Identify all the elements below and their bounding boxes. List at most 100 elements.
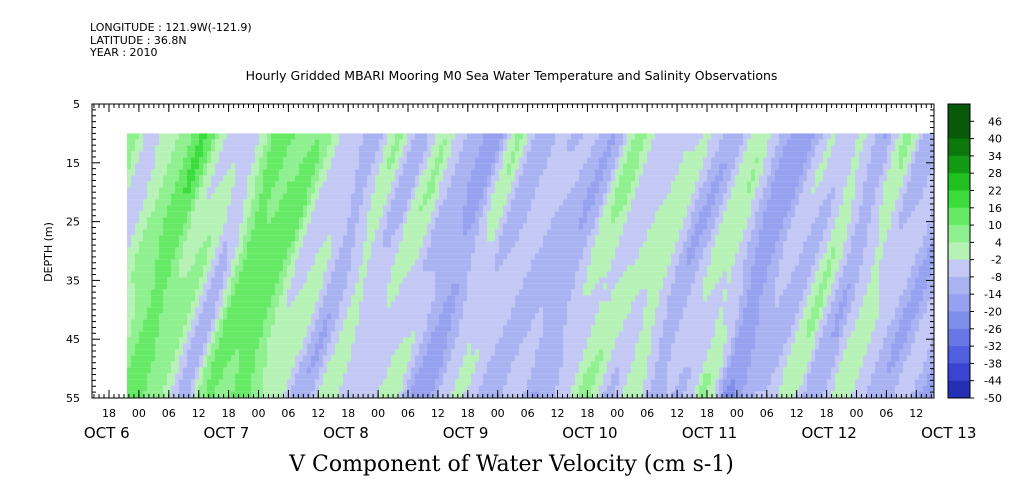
heatmap-cell (443, 283, 447, 290)
heatmap-cell (183, 349, 187, 356)
heatmap-cell (235, 145, 239, 152)
heatmap-cell (427, 343, 431, 350)
heatmap-cell (479, 181, 483, 188)
heatmap-cell (519, 367, 523, 374)
heatmap-cell (475, 295, 479, 302)
heatmap-cell (175, 247, 179, 254)
heatmap-cell (287, 391, 291, 398)
heatmap-cell (291, 349, 295, 356)
heatmap-cell (475, 157, 479, 164)
heatmap-cell (231, 283, 235, 290)
heatmap-cell (403, 367, 407, 374)
heatmap-cell (239, 133, 243, 140)
heatmap-cell (211, 175, 215, 182)
heatmap-cell (563, 235, 567, 242)
heatmap-cell (195, 283, 199, 290)
heatmap-cell (443, 313, 447, 320)
heatmap-cell (167, 145, 171, 152)
heatmap-cell (507, 205, 511, 212)
heatmap-cell (247, 337, 251, 344)
heatmap-cell (355, 169, 359, 176)
heatmap-cell (415, 175, 419, 182)
heatmap-cell (407, 301, 411, 308)
heatmap-cell (327, 193, 331, 200)
heatmap-cell (279, 325, 283, 332)
heatmap-cell (131, 325, 135, 332)
heatmap-cell (143, 205, 147, 212)
heatmap-cell (319, 253, 323, 260)
heatmap-cell (363, 235, 367, 242)
heatmap-cell (471, 301, 475, 308)
heatmap-cell (523, 187, 527, 194)
heatmap-cell (343, 355, 347, 362)
heatmap-cell (243, 277, 247, 284)
heatmap-cell (191, 193, 195, 200)
heatmap-cell (215, 175, 219, 182)
heatmap-cell (243, 319, 247, 326)
heatmap-cell (559, 229, 563, 236)
heatmap-cell (399, 163, 403, 170)
heatmap-cell (559, 169, 563, 176)
heatmap-cell (295, 325, 299, 332)
heatmap-cell (143, 247, 147, 254)
heatmap-cell (459, 223, 463, 230)
heatmap-cell (339, 277, 343, 284)
heatmap-cell (299, 343, 303, 350)
heatmap-cell (523, 295, 527, 302)
heatmap-cell (535, 319, 539, 326)
heatmap-cell (159, 139, 163, 146)
heatmap-cell (359, 379, 363, 386)
heatmap-cell (519, 331, 523, 338)
heatmap-cell (343, 145, 347, 152)
heatmap-cell (319, 295, 323, 302)
heatmap-cell (443, 295, 447, 302)
heatmap-cell (215, 385, 219, 392)
heatmap-cell (255, 301, 259, 308)
heatmap-cell (483, 253, 487, 260)
heatmap-cell (291, 205, 295, 212)
heatmap-cell (347, 217, 351, 224)
heatmap-cell (199, 277, 203, 284)
heatmap-cell (175, 169, 179, 176)
heatmap-cell (135, 349, 139, 356)
heatmap-cell (327, 391, 331, 398)
heatmap-cell (323, 277, 327, 284)
heatmap-cell (183, 193, 187, 200)
heatmap-cell (459, 229, 463, 236)
heatmap-cell (407, 145, 411, 152)
heatmap-cell (551, 277, 555, 284)
heatmap-cell (307, 307, 311, 314)
heatmap-cell (359, 199, 363, 206)
heatmap-cell (539, 235, 543, 242)
heatmap-cell (555, 247, 559, 254)
heatmap-cell (419, 355, 423, 362)
heatmap-cell (443, 187, 447, 194)
heatmap-cell (127, 187, 131, 194)
heatmap-cell (223, 157, 227, 164)
heatmap-cell (163, 295, 167, 302)
heatmap-cell (187, 379, 191, 386)
heatmap-cell (531, 295, 535, 302)
heatmap-cell (371, 157, 375, 164)
heatmap-cell (431, 175, 435, 182)
heatmap-cell (167, 205, 171, 212)
heatmap-cell (355, 265, 359, 272)
heatmap-cell (479, 391, 483, 398)
heatmap-cell (179, 187, 183, 194)
heatmap-cell (235, 355, 239, 362)
heatmap-cell (311, 133, 315, 140)
heatmap-cell (395, 337, 399, 344)
heatmap-cell (447, 229, 451, 236)
heatmap-cell (447, 379, 451, 386)
heatmap-cell (211, 391, 215, 398)
heatmap-cell (355, 355, 359, 362)
heatmap-cell (199, 283, 203, 290)
heatmap-cell (455, 325, 459, 332)
heatmap-cell (475, 349, 479, 356)
heatmap-cell (411, 349, 415, 356)
heatmap-cell (275, 169, 279, 176)
heatmap-cell (407, 349, 411, 356)
heatmap-cell (403, 193, 407, 200)
heatmap-cell (159, 367, 163, 374)
heatmap-cell (143, 259, 147, 266)
